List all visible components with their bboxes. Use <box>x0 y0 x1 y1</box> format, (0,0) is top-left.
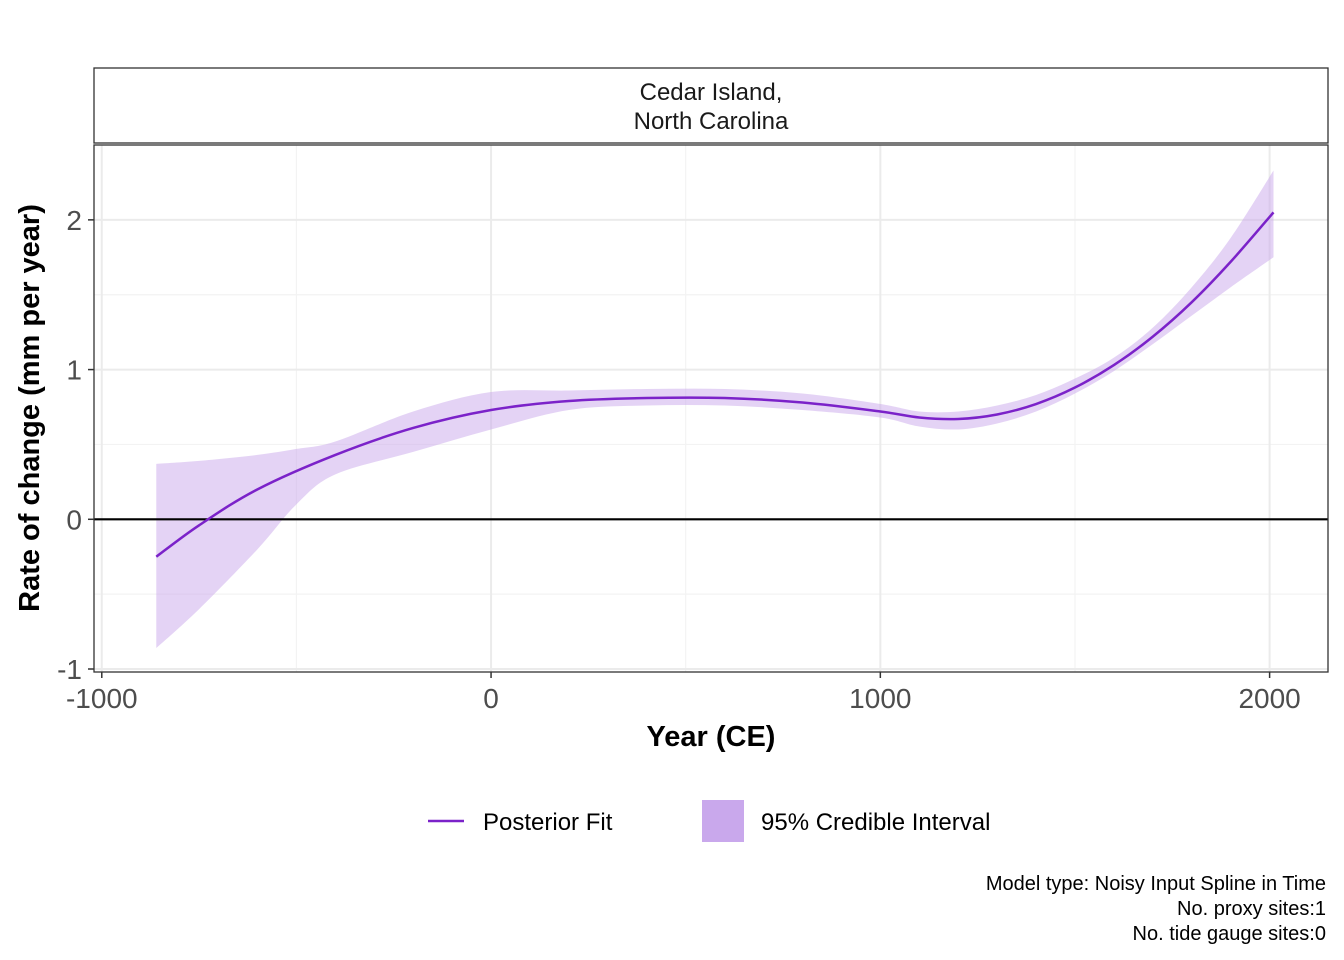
legend-fit-label: Posterior Fit <box>483 809 613 836</box>
y-tick-label: 1 <box>66 355 82 386</box>
x-tick-label: 1000 <box>849 683 911 714</box>
y-axis-title: Rate of change (mm per year) <box>14 204 46 612</box>
caption-model-type: Model type: Noisy Input Spline in Time <box>986 873 1326 895</box>
legend: Posterior Fit 95% Credible Interval <box>428 800 990 842</box>
y-tick-label: 0 <box>66 504 82 535</box>
facet-strip: Cedar Island, North Carolina <box>94 68 1328 143</box>
facet-title-line-1: Cedar Island, <box>640 79 783 106</box>
legend-ci-label: 95% Credible Interval <box>761 809 990 836</box>
caption-proxy-sites: No. proxy sites:1 <box>1177 898 1326 920</box>
y-tick-label: -1 <box>57 654 82 685</box>
y-tick-label: 2 <box>66 205 82 236</box>
legend-ci-key <box>702 800 744 842</box>
panel-background <box>94 145 1328 672</box>
y-axis: -1 0 1 2 <box>57 205 94 685</box>
facet-title-line-2: North Carolina <box>634 108 789 135</box>
x-tick-label: -1000 <box>66 683 138 714</box>
caption: Model type: Noisy Input Spline in Time N… <box>986 873 1326 945</box>
plot-panel <box>94 145 1328 672</box>
x-axis-title: Year (CE) <box>647 721 776 753</box>
x-tick-label: 2000 <box>1238 683 1300 714</box>
x-tick-label: 0 <box>483 683 499 714</box>
x-axis: -1000 0 1000 2000 <box>66 672 1301 714</box>
caption-tide-gauge-sites: No. tide gauge sites:0 <box>1133 923 1326 945</box>
